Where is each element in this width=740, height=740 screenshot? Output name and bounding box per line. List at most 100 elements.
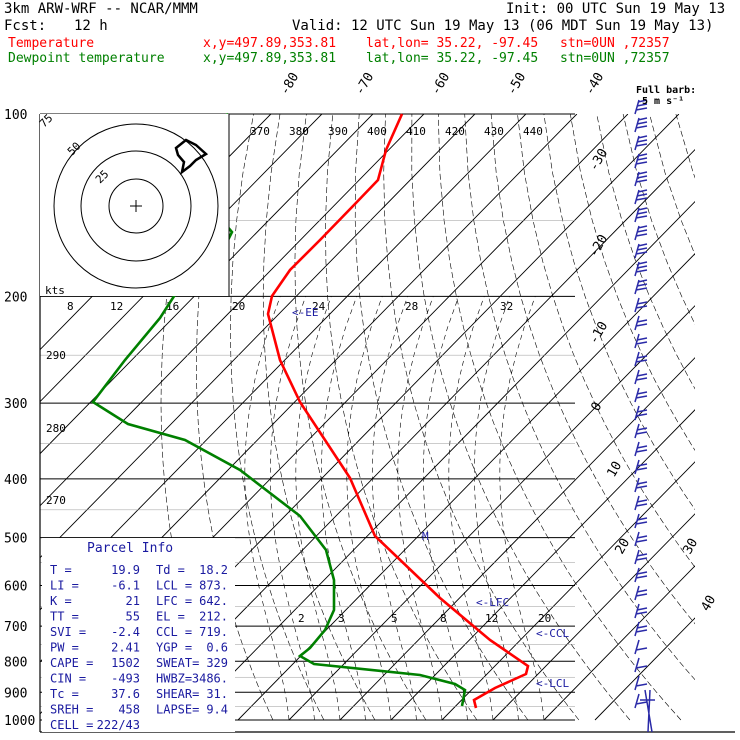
valid-time: Valid: 12 UTC Sun 19 May 13 (06 MDT Sun …	[292, 18, 714, 34]
isotherm-line	[40, 114, 476, 559]
lcl-marker: <-LCL	[536, 677, 569, 690]
temperature-xy: x,y=497.89,353.81	[203, 36, 337, 51]
dewpoint-legend-label: Dewpoint temperature	[8, 51, 165, 66]
ee-marker: <-EE	[292, 306, 319, 319]
parcel-info-cell: 2.41	[111, 641, 140, 655]
hodograph-ring-50	[80, 150, 192, 262]
parcel-info-cell: CELL =	[50, 718, 93, 732]
pressure-tick-label: 500	[4, 532, 27, 547]
dry-adiabat	[702, 114, 740, 720]
wind-barb	[634, 441, 648, 457]
wind-barb	[634, 567, 648, 583]
isotherm-line	[40, 114, 374, 455]
isotherm-label: 10	[604, 459, 625, 480]
moist-adiabat	[244, 296, 290, 721]
theta-label: 390	[328, 125, 348, 138]
theta-label: 420	[445, 125, 465, 138]
dewpoint-xy: x,y=497.89,353.81	[203, 51, 337, 66]
parcel-info-cell: SHEAR=	[156, 687, 199, 701]
dry-adiabat	[325, 114, 478, 721]
theta-label: 400	[367, 125, 387, 138]
parcel-info-cell: 37.6	[111, 687, 140, 701]
init-time: Init: 00 UTC Sun 19 May 13	[506, 1, 726, 17]
wind-barb	[634, 675, 648, 691]
dry-adiabat	[649, 114, 695, 256]
theta-label: 380	[289, 125, 309, 138]
parcel-info-title: Parcel Info	[87, 541, 173, 556]
parcel-info-cell: 329	[206, 656, 228, 670]
isotherm-line	[390, 409, 695, 721]
wind-barb	[634, 333, 648, 349]
parcel-info-cell: SREH =	[50, 703, 93, 717]
theta-label: 440	[523, 125, 543, 138]
parcel-info-cell: 642.	[199, 594, 228, 608]
isotherm-label: -70	[352, 70, 377, 98]
isotherm-line	[441, 461, 695, 721]
forecast-label: Fcst:	[4, 18, 47, 34]
theta-label: 430	[484, 125, 504, 138]
ccl-marker: <-CCL	[536, 627, 569, 640]
mixing-ratio-label: 5	[391, 612, 398, 625]
parcel-info-cell: SVI =	[50, 625, 86, 639]
parcel-info-cell: PW =	[50, 641, 79, 655]
parcel-info-cell: 212.	[199, 610, 228, 624]
isotherm-line	[339, 357, 695, 721]
mixing-ratio-label: 20	[232, 300, 245, 313]
pressure-tick-label: 200	[4, 290, 27, 305]
wind-barb	[634, 189, 648, 205]
isotherm-label: 40	[698, 593, 719, 614]
wind-barb	[634, 243, 648, 259]
wind-barb	[634, 135, 648, 151]
isotherm-line	[40, 114, 527, 611]
parcel-info-cell: -6.1	[111, 579, 140, 593]
parcel-info-cell: 1502	[111, 656, 140, 670]
wind-barb	[634, 459, 648, 475]
mixing-ratio-label: 12	[485, 612, 498, 625]
parcel-info-cell: T =	[50, 563, 72, 577]
wind-barb	[634, 369, 648, 385]
barb-legend-unit: 5 m s⁻¹	[642, 96, 684, 107]
dry-adiabat	[570, 114, 695, 451]
wind-barb	[634, 639, 648, 655]
temperature-profile	[266, 113, 530, 709]
pressure-tick-label: 400	[4, 473, 27, 488]
wind-barb	[634, 513, 648, 529]
wind-barb	[634, 495, 648, 511]
parcel-info-cell: HWBZ=	[156, 672, 192, 686]
parcel-info-cell: 719.	[199, 625, 228, 639]
hodograph-ring-25	[108, 178, 164, 234]
wind-barb	[634, 207, 648, 223]
temperature-station: stn=0UN ,72357	[560, 36, 670, 51]
temperature-legend-label: Temperature	[8, 36, 95, 51]
pressure-tick-label: 1000	[4, 714, 35, 729]
mixing-ratio-label: 20	[538, 612, 551, 625]
parcel-info-cell: -493	[111, 672, 140, 686]
mixing-ratio-label: 8	[67, 300, 74, 313]
wind-barb	[634, 621, 648, 637]
wind-barb	[634, 531, 648, 547]
isotherm-line	[186, 200, 695, 721]
wind-barb	[634, 351, 648, 367]
m-marker: M	[422, 530, 429, 543]
isotherm-label: -80	[277, 70, 302, 98]
parcel-info-cell: 31.	[206, 687, 228, 701]
forecast-hour: 12 h	[74, 18, 108, 34]
parcel-info-cell: LAPSE=	[156, 703, 199, 717]
parcel-info-cell: 55	[126, 610, 140, 624]
mixing-ratio-label: 2	[298, 612, 305, 625]
dry-adiabat	[596, 114, 695, 390]
parcel-info-cell: -2.4	[111, 625, 140, 639]
mixing-ratio-label: 3	[338, 612, 345, 625]
isotherm-line	[492, 513, 695, 721]
dewpoint-station: stn=0UN ,72357	[560, 51, 670, 66]
pressure-tick-label: 800	[4, 655, 27, 670]
wind-barb	[634, 603, 648, 619]
isotherm-label: -20	[586, 232, 611, 260]
pressure-tick-label: 100	[4, 108, 27, 123]
parcel-info-box: Parcel Info T = 19.9 Td = 18.2 LI = -6.1 LCL =…	[42, 538, 235, 732]
model-title: 3km ARW-WRF -- NCAR/MMM	[4, 1, 198, 17]
theta-label: 410	[406, 125, 426, 138]
wind-barb	[634, 657, 648, 673]
wind-barb	[634, 405, 648, 421]
